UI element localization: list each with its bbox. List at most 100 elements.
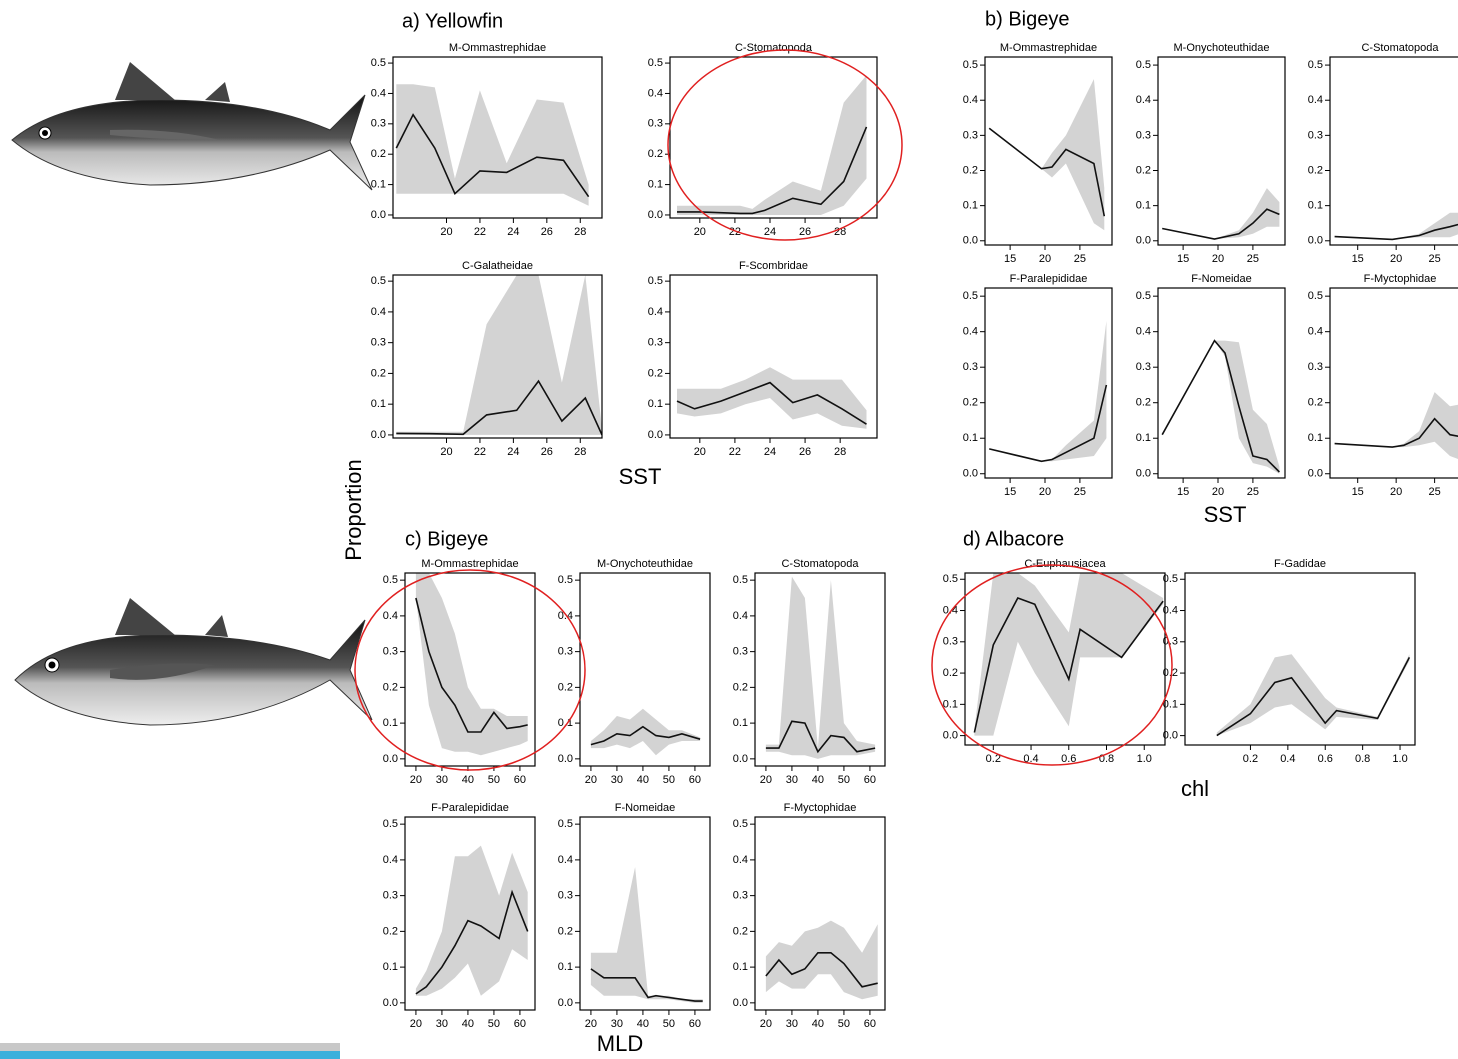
panel: 0.00.10.20.30.40.52030405060C-Stomatopod… (733, 558, 885, 786)
x-tick-label: 20 (1390, 253, 1402, 265)
x-tick-label: 1.0 (1137, 753, 1152, 765)
x-tick-label: 30 (436, 1018, 448, 1030)
x-tick-label: 40 (637, 774, 649, 786)
panel-title: M-Ommastrephidae (449, 42, 546, 54)
plot-area (1335, 213, 1458, 240)
x-tick-label: 15 (1004, 486, 1016, 498)
y-tick-label: 0.3 (943, 636, 958, 648)
x-tick-label: 24 (764, 446, 776, 458)
y-tick-label: 0.1 (1136, 200, 1151, 212)
y-tick-label: 0.0 (383, 997, 398, 1009)
y-tick-label: 0.2 (371, 367, 386, 379)
plot-area (396, 84, 588, 206)
x-tick-label: 50 (838, 1018, 850, 1030)
panel-title: F-Gadidae (1274, 558, 1326, 570)
x-tick-label: 25 (1428, 486, 1440, 498)
panel: 0.00.10.20.30.40.52030405060F-Myctophida… (733, 802, 885, 1030)
x-tick-label: 26 (799, 446, 811, 458)
x-tick-label: 0.8 (1355, 753, 1370, 765)
y-tick-label: 0.3 (648, 118, 663, 130)
group-title: b) Bigeye (985, 8, 1070, 30)
confidence-band (677, 75, 867, 215)
y-tick-label: 0.1 (648, 178, 663, 190)
panel-title: C-Euphausiacea (1024, 558, 1106, 570)
x-tick-label: 40 (637, 1018, 649, 1030)
panel: 0.00.10.20.30.40.52022242628C-Stomatopod… (648, 42, 877, 238)
plot-area (591, 867, 703, 1003)
x-tick-label: 40 (462, 1018, 474, 1030)
x-tick-label: 26 (799, 226, 811, 238)
confidence-band (974, 573, 1163, 736)
y-tick-label: 0.0 (371, 429, 386, 441)
x-tick-label: 28 (834, 226, 846, 238)
x-tick-label: 0.2 (1243, 753, 1258, 765)
fish-bigeye (15, 598, 372, 725)
panel-title: M-Onychoteuthidae (597, 558, 693, 570)
y-tick-label: 0.4 (1308, 326, 1323, 338)
x-tick-label: 20 (440, 446, 452, 458)
x-tick-label: 20 (760, 1018, 772, 1030)
panel-title: F-Nomeidae (1191, 273, 1252, 285)
panel: 0.00.10.20.30.40.5152025F-Myctophidae (1308, 273, 1458, 498)
plot-area (1217, 654, 1410, 735)
group-title: d) Albacore (963, 528, 1064, 550)
y-tick-label: 0.2 (1308, 397, 1323, 409)
x-tick-label: 20 (1039, 253, 1051, 265)
y-tick-label: 0.4 (383, 610, 398, 622)
y-tick-label: 0.3 (963, 361, 978, 373)
fish-yellowfin (12, 62, 372, 190)
y-tick-label: 0.3 (383, 890, 398, 902)
plot-area (677, 367, 867, 429)
x-tick-label: 28 (574, 446, 586, 458)
y-tick-label: 0.4 (648, 306, 663, 318)
x-tick-label: 40 (812, 774, 824, 786)
y-tick-label: 0.2 (371, 148, 386, 160)
y-tick-label: 0.0 (558, 997, 573, 1009)
x-axis-label: chl (1181, 776, 1209, 801)
group-title: a) Yellowfin (402, 10, 503, 32)
plot-frame (1330, 57, 1458, 245)
plot-area (974, 573, 1163, 736)
y-tick-label: 0.5 (1308, 59, 1323, 71)
x-tick-label: 60 (689, 774, 701, 786)
y-tick-label: 0.1 (1308, 432, 1323, 444)
plot-area (416, 573, 528, 755)
y-tick-label: 0.1 (1308, 200, 1323, 212)
y-tick-label: 0.4 (963, 326, 978, 338)
x-tick-label: 20 (694, 446, 706, 458)
panel-title: C-Stomatopoda (1361, 42, 1439, 54)
y-tick-label: 0.2 (648, 148, 663, 160)
y-tick-label: 0.2 (383, 925, 398, 937)
y-tick-label: 0.5 (733, 574, 748, 586)
y-tick-label: 0.0 (1163, 730, 1178, 742)
x-tick-label: 20 (694, 226, 706, 238)
y-tick-label: 0.5 (963, 59, 978, 71)
y-tick-label: 0.3 (733, 646, 748, 658)
confidence-band (766, 577, 875, 759)
x-tick-label: 0.4 (1280, 753, 1295, 765)
x-tick-label: 25 (1247, 253, 1259, 265)
y-tick-label: 0.1 (558, 961, 573, 973)
y-tick-label: 0.0 (1136, 468, 1151, 480)
y-tick-label: 0.5 (733, 818, 748, 830)
x-tick-label: 28 (834, 446, 846, 458)
y-tick-label: 0.3 (383, 646, 398, 658)
y-tick-label: 0.3 (648, 337, 663, 349)
y-tick-label: 0.1 (963, 432, 978, 444)
footer-bar (0, 1043, 340, 1051)
x-tick-label: 50 (663, 1018, 675, 1030)
x-tick-label: 15 (1352, 253, 1364, 265)
y-tick-label: 0.3 (733, 890, 748, 902)
y-tick-label: 0.5 (383, 818, 398, 830)
y-tick-label: 0.0 (963, 235, 978, 247)
x-tick-label: 60 (514, 1018, 526, 1030)
confidence-band (677, 367, 867, 429)
y-tick-label: 0.4 (1163, 604, 1178, 616)
y-tick-label: 0.5 (1136, 59, 1151, 71)
y-tick-label: 0.0 (1308, 235, 1323, 247)
y-tick-label: 0.3 (963, 129, 978, 141)
